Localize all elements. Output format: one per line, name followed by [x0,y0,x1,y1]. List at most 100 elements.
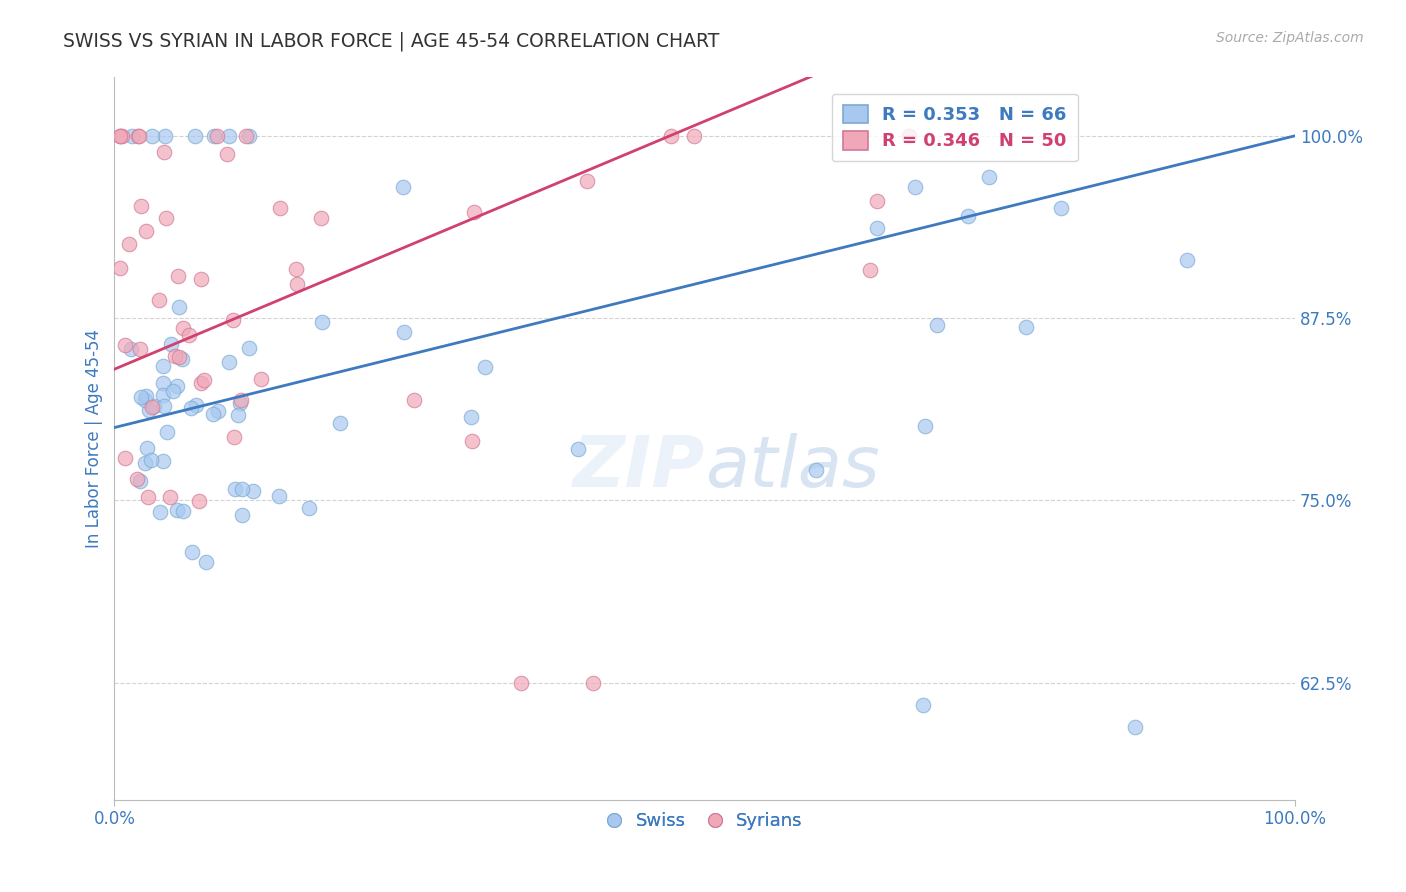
Point [135,441,157,455]
Point [217,147,239,161]
Point [125,472,148,486]
Point [155,211,177,226]
Point [858,263,880,277]
Point [392,179,415,194]
Point [179,327,201,342]
Point [329,416,352,430]
Point [1175,252,1198,267]
Point [136,490,159,504]
Point [180,401,202,415]
Point [172,504,194,518]
Point [218,355,240,369]
Point [135,223,157,237]
Point [250,372,273,386]
Point [228,396,250,410]
Point [141,400,163,414]
Point [956,209,979,223]
Point [172,321,194,335]
Point [1123,720,1146,734]
Point [180,545,202,559]
Point [581,675,603,690]
Point [298,501,321,516]
Point [402,392,425,407]
Point [134,392,156,407]
Point [231,392,253,407]
Point [152,376,174,390]
Point [153,145,176,159]
Point [143,399,166,413]
Point [659,128,682,143]
Text: Source: ZipAtlas.com: Source: ZipAtlas.com [1216,31,1364,45]
Point [224,482,246,496]
Point [166,502,188,516]
Point [804,463,827,477]
Point [269,201,291,215]
Point [128,342,150,356]
Point [222,430,245,444]
Point [156,425,179,439]
Point [1050,201,1073,215]
Point [567,442,589,456]
Point [235,128,257,143]
Point [184,128,207,143]
Point [111,128,134,143]
Point [231,483,253,497]
Point [149,505,172,519]
Point [190,376,212,390]
Point [114,338,136,352]
Point [866,221,889,235]
Point [460,410,482,425]
Point [190,272,212,286]
Text: ZIP: ZIP [572,433,704,502]
Point [148,293,170,307]
Point [218,128,240,143]
Point [222,313,245,327]
Point [914,418,936,433]
Point [139,452,162,467]
Point [159,490,181,504]
Point [463,205,485,219]
Point [202,128,225,143]
Point [162,384,184,398]
Point [238,128,260,143]
Legend: Swiss, Syrians: Swiss, Syrians [599,805,810,838]
Point [135,389,157,403]
Point [1014,320,1036,334]
Point [160,336,183,351]
Point [927,318,949,332]
Point [172,351,194,366]
Point [167,269,190,284]
Point [226,409,249,423]
Point [152,388,174,402]
Point [152,359,174,373]
Point [167,300,190,314]
Point [187,494,209,508]
Point [231,508,253,523]
Point [683,128,706,143]
Point [311,315,333,329]
Point [911,698,934,712]
Point [155,128,177,143]
Point [118,236,141,251]
Y-axis label: In Labor Force | Age 45-54: In Labor Force | Age 45-54 [86,329,103,548]
Point [114,450,136,465]
Text: atlas: atlas [704,433,879,502]
Point [194,555,217,569]
Point [474,360,496,375]
Point [979,169,1001,184]
Point [267,490,290,504]
Point [110,128,132,143]
Point [110,260,132,275]
Point [242,483,264,498]
Point [904,180,927,194]
Point [128,128,150,143]
Point [129,474,152,488]
Point [460,434,482,448]
Point [284,262,307,277]
Point [138,403,160,417]
Point [238,341,260,355]
Point [121,128,143,143]
Point [166,378,188,392]
Point [205,128,228,143]
Point [866,194,889,208]
